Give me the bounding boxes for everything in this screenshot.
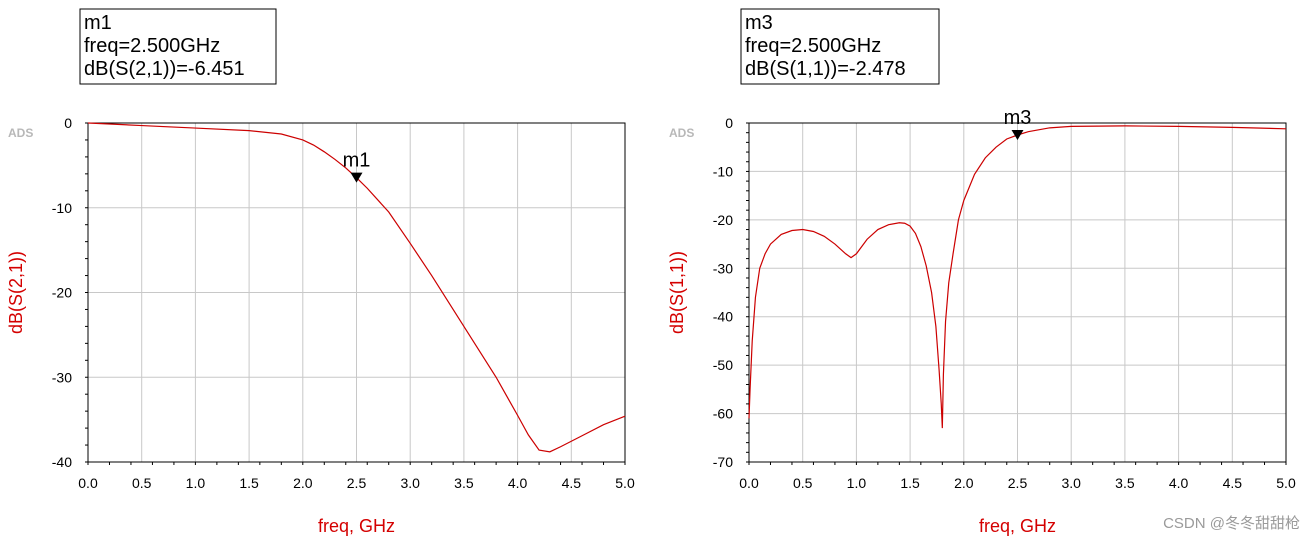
y-axis-label: dB(S(1,1)) bbox=[667, 251, 687, 334]
x-tick-label: 4.0 bbox=[508, 475, 528, 491]
x-tick-label: 0.0 bbox=[78, 475, 98, 491]
marker-readout-line: dB(S(1,1))=-2.478 bbox=[745, 58, 906, 80]
x-axis-label: freq, GHz bbox=[979, 516, 1056, 536]
x-tick-label: 0.5 bbox=[793, 475, 813, 491]
marker-label: m1 bbox=[343, 150, 371, 172]
marker-readout-line: dB(S(2,1))=-6.451 bbox=[84, 58, 245, 80]
ads-label: ADS bbox=[669, 126, 694, 140]
x-tick-label: 2.0 bbox=[954, 475, 974, 491]
x-tick-label: 1.5 bbox=[900, 475, 920, 491]
chart-s11: 0.0 0.5 1.0 1.5 2.0 2.5 3.0 3.5 4.0 4.5 5.0 0 -10 -20… bbox=[667, 8, 1296, 536]
x-tick-label: 4.5 bbox=[562, 475, 582, 491]
chart-s21: 0.0 0.5 1.0 1.5 2.0 2.5 3.0 3.5 4.0 4.5 5.0 0 -10 -20… bbox=[6, 8, 635, 536]
plot-frame bbox=[748, 122, 1287, 463]
x-tick-label: 4.0 bbox=[1169, 475, 1189, 491]
y-axis-label: dB(S(2,1)) bbox=[6, 251, 26, 334]
x-tick-label: 0.0 bbox=[739, 475, 759, 491]
y-tick-label: -50 bbox=[713, 357, 733, 373]
y-tick-label: -70 bbox=[713, 454, 733, 470]
marker-readout-line: m3 bbox=[745, 12, 773, 34]
y-tick-label: -30 bbox=[713, 260, 733, 276]
x-tick-label: 5.0 bbox=[615, 475, 635, 491]
y-tick-label: -10 bbox=[713, 163, 733, 179]
x-tick-label: 3.0 bbox=[400, 475, 420, 491]
y-tick-label: -20 bbox=[52, 285, 72, 301]
series-line bbox=[748, 125, 1287, 429]
marker-label: m3 bbox=[1004, 107, 1032, 129]
y-tick-label: -10 bbox=[52, 200, 72, 216]
y-tick-label: -30 bbox=[52, 369, 72, 385]
y-tick-label: -40 bbox=[52, 454, 72, 470]
y-tick-label: 0 bbox=[64, 115, 72, 131]
marker-triangle bbox=[1011, 130, 1024, 141]
y-tick-label: -40 bbox=[713, 309, 733, 325]
watermark-text: CSDN @冬冬甜甜枪 bbox=[1163, 515, 1300, 532]
x-axis-label: freq, GHz bbox=[318, 516, 395, 536]
x-tick-label: 0.5 bbox=[132, 475, 152, 491]
x-tick-label: 1.0 bbox=[847, 475, 867, 491]
y-tick-label: 0 bbox=[725, 115, 733, 131]
marker-triangle bbox=[350, 172, 363, 183]
marker-readout-box bbox=[740, 8, 940, 85]
series-line bbox=[87, 122, 626, 453]
ads-label: ADS bbox=[8, 126, 33, 140]
marker-readout-box bbox=[79, 8, 277, 85]
marker-readout-line: m1 bbox=[84, 12, 112, 34]
x-tick-label: 2.5 bbox=[1008, 475, 1028, 491]
x-tick-label: 1.5 bbox=[239, 475, 259, 491]
x-tick-label: 4.5 bbox=[1223, 475, 1243, 491]
y-tick-label: -20 bbox=[713, 212, 733, 228]
x-tick-label: 3.5 bbox=[454, 475, 474, 491]
y-tick-label: -60 bbox=[713, 406, 733, 422]
x-tick-label: 2.0 bbox=[293, 475, 313, 491]
marker-readout-line: freq=2.500GHz bbox=[84, 35, 220, 57]
marker-readout-line: freq=2.500GHz bbox=[745, 35, 881, 57]
x-tick-label: 1.0 bbox=[186, 475, 206, 491]
x-tick-label: 5.0 bbox=[1276, 475, 1296, 491]
x-tick-label: 3.5 bbox=[1115, 475, 1135, 491]
x-tick-label: 2.5 bbox=[347, 475, 367, 491]
x-tick-label: 3.0 bbox=[1061, 475, 1081, 491]
